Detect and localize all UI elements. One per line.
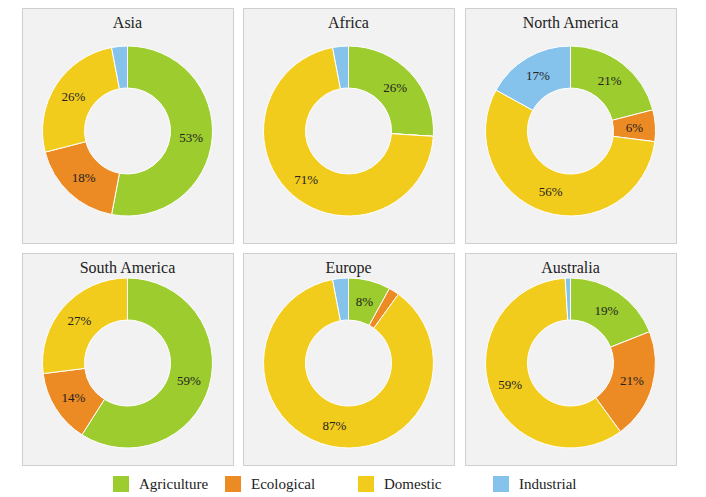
donut: 19% 21% 59% (485, 278, 655, 448)
legend-swatch (113, 476, 129, 492)
panel: Australia 19% 21% 59% (466, 254, 677, 466)
slice (485, 278, 620, 448)
legend-label: Agriculture (139, 476, 208, 492)
legend-swatch (493, 476, 509, 492)
data-label: 14% (62, 390, 86, 405)
panel-background (23, 254, 234, 466)
data-label: 87% (323, 418, 347, 433)
legend: Agriculture Ecological Domestic Industrial (113, 476, 577, 492)
data-label: 26% (383, 80, 407, 95)
slice (43, 368, 104, 434)
slice (565, 278, 570, 320)
slice (333, 278, 349, 321)
slice (349, 46, 434, 136)
chart-title: North America (523, 14, 619, 31)
slice (112, 46, 128, 89)
donut: 59% 14% 27% (42, 278, 212, 448)
panel: Europe 8% 87% (244, 254, 455, 466)
slice (496, 46, 570, 110)
panel-background (244, 9, 455, 244)
panel-background (466, 254, 677, 466)
slice (571, 46, 653, 120)
data-label: 18% (72, 170, 96, 185)
data-label: 21% (620, 373, 644, 388)
data-label: 53% (179, 130, 203, 145)
panel-background (466, 9, 677, 244)
legend-label: Domestic (384, 476, 442, 492)
donut: 53% 18% 26% (42, 46, 212, 216)
data-label: 6% (626, 120, 644, 135)
legend-label: Ecological (251, 476, 315, 492)
data-label: 26% (62, 89, 86, 104)
panel-background (23, 9, 234, 244)
donut: 26% 71% (263, 46, 433, 216)
donut: 21% 6% 56% 17% (486, 46, 656, 216)
legend-label: Industrial (519, 476, 577, 492)
panel: South America 59% 14% 27% (23, 254, 234, 466)
legend-swatch (225, 476, 241, 492)
slice (333, 46, 349, 89)
panel-background (244, 254, 455, 466)
slice (42, 278, 127, 374)
data-label: 59% (177, 373, 201, 388)
panel: North America 21% 6% 56% 17% (466, 9, 677, 244)
slice (486, 90, 655, 216)
data-label: 56% (539, 184, 563, 199)
panel: Asia 53% 18% 26% (23, 9, 234, 244)
data-label: 71% (294, 172, 318, 187)
data-label: 21% (598, 73, 622, 88)
donut: 8% 87% (264, 278, 434, 448)
data-label: 27% (68, 313, 92, 328)
slice (42, 48, 119, 153)
legend-swatch (358, 476, 374, 492)
chart-svg: Asia 53% 18% 26% Africa 26% 71% North America 21… (0, 0, 706, 497)
chart-title: Asia (113, 14, 142, 31)
chart-title: Australia (541, 259, 600, 276)
data-label: 19% (595, 303, 619, 318)
slice (112, 46, 213, 216)
slice (45, 142, 119, 215)
data-label: 17% (526, 68, 550, 83)
chart-title: South America (80, 259, 176, 276)
chart-container: Asia 53% 18% 26% Africa 26% 71% North America 21… (0, 0, 706, 497)
data-label: 8% (356, 294, 374, 309)
panel: Africa 26% 71% (244, 9, 455, 244)
slice (127, 278, 128, 320)
chart-title: Africa (328, 14, 369, 31)
data-label: 59% (498, 377, 522, 392)
chart-title: Europe (325, 259, 371, 277)
